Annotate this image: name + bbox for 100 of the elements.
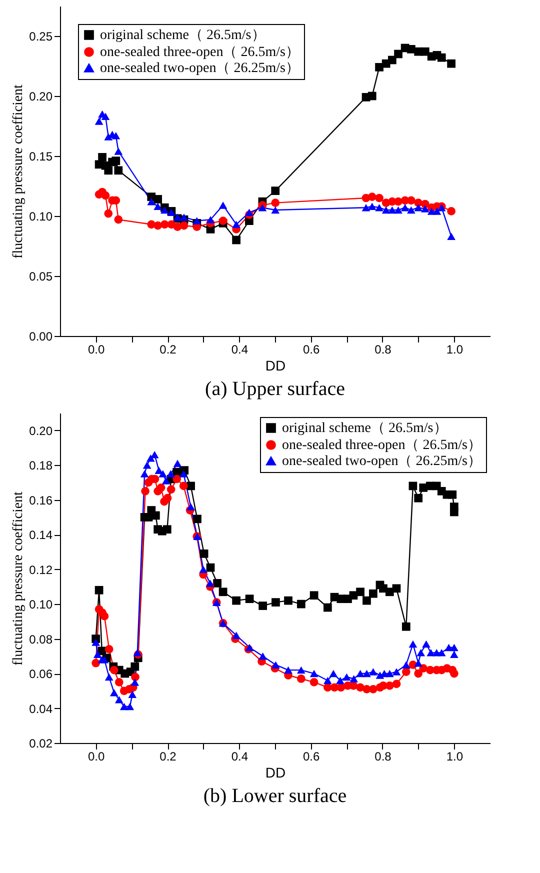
point — [375, 194, 384, 202]
point — [192, 217, 202, 224]
point — [245, 594, 254, 604]
y-tick-label: 0.18 — [29, 458, 53, 473]
point — [232, 236, 240, 244]
point — [128, 690, 137, 698]
point — [394, 197, 402, 206]
point — [232, 596, 240, 605]
point — [408, 482, 418, 490]
point — [163, 494, 172, 502]
point — [200, 550, 208, 558]
point — [158, 470, 168, 478]
point — [271, 198, 280, 207]
point — [94, 586, 104, 594]
y-axis-title: fluctuating pressure coefficient — [11, 491, 26, 666]
point — [213, 579, 222, 588]
point — [232, 632, 240, 639]
point — [112, 156, 120, 165]
point — [186, 503, 195, 510]
point — [310, 670, 318, 678]
point — [296, 674, 306, 683]
y-tick-label: 0.16 — [29, 493, 53, 508]
point — [147, 198, 156, 206]
y-tick-label: 0.20 — [29, 90, 53, 104]
point — [133, 649, 142, 656]
x-tick-label: 0.0 — [88, 342, 105, 356]
y-tick-label: 0.00 — [29, 330, 53, 344]
point — [154, 221, 162, 230]
x-axis-title: DD — [265, 358, 286, 374]
point — [323, 603, 332, 612]
point — [356, 588, 364, 596]
point — [179, 482, 188, 490]
point — [402, 668, 410, 676]
point — [199, 566, 208, 573]
point — [329, 670, 338, 678]
point — [218, 588, 228, 596]
point — [388, 56, 396, 64]
text: (b) Lower surface — [203, 785, 347, 807]
point — [392, 584, 401, 593]
y-tick-label: 0.12 — [29, 562, 53, 577]
y-tick-label: 0.10 — [29, 210, 53, 224]
x-tick-label: 0.2 — [160, 750, 177, 764]
point — [154, 195, 162, 204]
point — [180, 221, 188, 230]
point — [193, 514, 202, 524]
x-tick-label: 0.4 — [231, 750, 248, 764]
x-tick-label: 0.8 — [374, 342, 392, 356]
point — [394, 206, 402, 214]
point — [437, 53, 446, 62]
point — [432, 208, 442, 215]
point — [162, 477, 170, 484]
point — [141, 486, 150, 496]
y-tick-label: 0.25 — [29, 30, 53, 44]
x-tick-label: 0.4 — [231, 342, 248, 356]
point — [284, 666, 292, 674]
legend-label: one-sealed three-open（ 26.5m/s） — [282, 438, 482, 453]
legend-label: original scheme（ 26.5m/s） — [100, 28, 266, 43]
point — [98, 153, 106, 162]
point — [258, 204, 267, 212]
y-tick-label: 0.10 — [29, 598, 53, 612]
point — [172, 474, 181, 484]
point — [402, 622, 410, 631]
point — [385, 670, 394, 678]
point — [416, 649, 426, 656]
point — [156, 484, 166, 492]
point — [206, 216, 215, 224]
y-tick-label: 0.08 — [29, 632, 53, 646]
point — [180, 214, 188, 221]
point — [369, 668, 378, 676]
point — [376, 672, 384, 679]
x-tick-label: 0.8 — [374, 750, 392, 764]
point — [131, 672, 140, 682]
text: (a) Upper surface — [205, 378, 346, 400]
point — [166, 470, 175, 478]
point — [271, 206, 280, 214]
point — [104, 645, 114, 654]
point — [394, 50, 402, 58]
legend-label: one-sealed three-open（ 26.5m/s） — [100, 45, 300, 60]
point — [272, 598, 280, 606]
point — [114, 696, 124, 704]
point — [112, 132, 120, 140]
y-axis-title: fluctuating pressure coefficient — [11, 84, 26, 258]
x-tick-label: 1.0 — [446, 750, 464, 764]
point — [362, 670, 371, 678]
point — [104, 166, 113, 175]
point — [447, 59, 456, 68]
point — [450, 644, 458, 652]
point — [362, 204, 370, 212]
point — [284, 596, 292, 605]
y-tick-label: 0.06 — [29, 667, 53, 682]
point — [392, 680, 401, 688]
point — [296, 666, 306, 674]
point — [142, 461, 152, 469]
point — [414, 669, 423, 678]
point — [296, 600, 306, 608]
point — [447, 232, 456, 240]
point — [100, 612, 109, 620]
point — [336, 676, 344, 684]
point — [92, 658, 100, 668]
legend-label: one-sealed two-open（ 26.25m/s） — [100, 61, 300, 76]
